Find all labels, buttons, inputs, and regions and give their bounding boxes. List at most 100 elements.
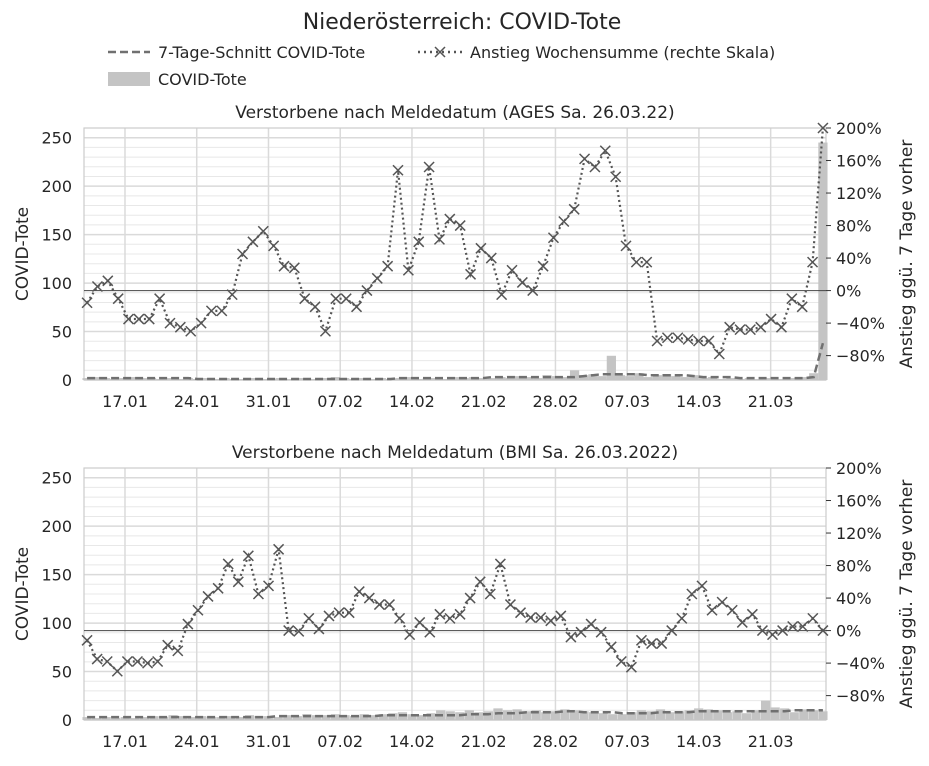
change-marker-stroke (81, 634, 93, 646)
change-marker-stroke (154, 293, 166, 305)
change-marker-stroke (703, 335, 715, 347)
death-bar (330, 714, 341, 720)
change-marker-stroke (496, 289, 508, 301)
change-marker (575, 626, 587, 638)
change-marker-stroke (112, 293, 124, 305)
change-marker (174, 321, 186, 333)
death-bar (128, 377, 138, 380)
change-marker-stroke (131, 655, 144, 668)
change-marker-stroke (485, 252, 497, 264)
change-line (86, 127, 824, 357)
death-bar (321, 378, 331, 380)
death-bar (284, 379, 295, 380)
change-marker (547, 232, 559, 244)
y2-tick-label: −80% (836, 687, 885, 706)
death-bar (698, 378, 708, 380)
change-marker-stroke (323, 610, 335, 622)
change-marker-stroke (724, 321, 736, 333)
death-bar (726, 378, 736, 380)
death-bar (560, 709, 570, 720)
change-marker (797, 620, 809, 633)
change-marker-stroke (765, 313, 777, 325)
death-bar (292, 716, 302, 720)
y2-tick-label: 80% (836, 557, 872, 576)
change-marker (340, 293, 352, 305)
change-marker (464, 592, 476, 604)
death-bar (541, 712, 551, 720)
change-marker (444, 213, 456, 225)
change-marker-stroke (635, 634, 648, 646)
y-axis-label: COVID-Tote (13, 547, 33, 641)
y2-tick-label: 200% (836, 459, 882, 478)
change-marker-stroke (268, 240, 280, 252)
change-marker-stroke (641, 256, 653, 268)
change-marker (506, 264, 518, 276)
death-bar (111, 718, 121, 720)
death-bar (655, 709, 666, 720)
change-marker (152, 655, 164, 668)
change-marker-stroke (121, 655, 133, 668)
death-bar (82, 378, 92, 380)
y2-tick-label: 200% (836, 119, 882, 138)
change-marker-stroke (164, 317, 176, 329)
death-bar (531, 710, 541, 720)
change-marker (787, 620, 799, 633)
change-marker (262, 580, 275, 592)
panel-title: Verstorbene nach Meldedatum (AGES Sa. 26… (235, 103, 674, 123)
change-marker-stroke (444, 213, 456, 225)
change-marker (423, 161, 435, 173)
change-marker-stroke (423, 161, 435, 173)
y2-axis-label: Anstieg ggü. 7 Tage vorher (897, 480, 917, 709)
death-bar (671, 376, 681, 380)
change-marker (661, 332, 673, 344)
change-marker-stroke (579, 153, 591, 165)
change-marker (656, 638, 668, 650)
change-marker (142, 657, 154, 669)
death-bar (512, 709, 522, 720)
change-marker-stroke (646, 638, 658, 650)
change-marker (402, 264, 414, 276)
death-bar (808, 710, 818, 720)
change-marker (351, 301, 363, 313)
change-marker-stroke (361, 285, 373, 297)
death-bar (606, 355, 616, 380)
change-marker (525, 612, 537, 624)
change-marker-stroke (716, 596, 728, 608)
change-marker-stroke (373, 599, 385, 611)
change-marker-stroke (656, 638, 668, 650)
change-marker-stroke (371, 272, 383, 284)
change-marker-stroke (474, 576, 486, 588)
y-tick-label: 150 (41, 566, 72, 585)
change-marker-stroke (340, 293, 352, 305)
change-marker (693, 335, 705, 347)
change-marker-stroke (303, 612, 315, 624)
death-bar (780, 708, 790, 720)
change-marker-stroke (185, 325, 197, 337)
panel-ages: 0 50 100 150 200 250 −80% −40% 0% 40% 80% 120% 160% 2… (13, 103, 917, 411)
change-marker-stroke (222, 558, 234, 570)
death-bar (770, 707, 780, 720)
change-marker (101, 655, 113, 668)
y2-tick-label: 80% (836, 217, 872, 236)
change-marker (484, 588, 496, 600)
change-marker (91, 653, 103, 665)
y-tick-label: 50 (52, 663, 72, 682)
death-bar (330, 377, 341, 380)
change-marker-stroke (363, 592, 375, 604)
change-marker (646, 638, 658, 650)
change-marker-stroke (123, 313, 135, 325)
change-marker (303, 612, 315, 624)
y-tick-label: 200 (41, 517, 72, 536)
death-bar (283, 715, 293, 720)
change-marker-stroke (817, 122, 829, 134)
change-marker-stroke (558, 215, 570, 228)
death-bar (818, 142, 828, 380)
death-bar (101, 717, 111, 720)
death-bar (597, 376, 607, 380)
death-bar (643, 377, 653, 380)
y2-tick-label: 40% (836, 249, 872, 268)
death-bar (717, 379, 727, 380)
death-bar (689, 375, 699, 380)
change-marker-stroke (610, 171, 622, 183)
death-bar (321, 715, 331, 720)
